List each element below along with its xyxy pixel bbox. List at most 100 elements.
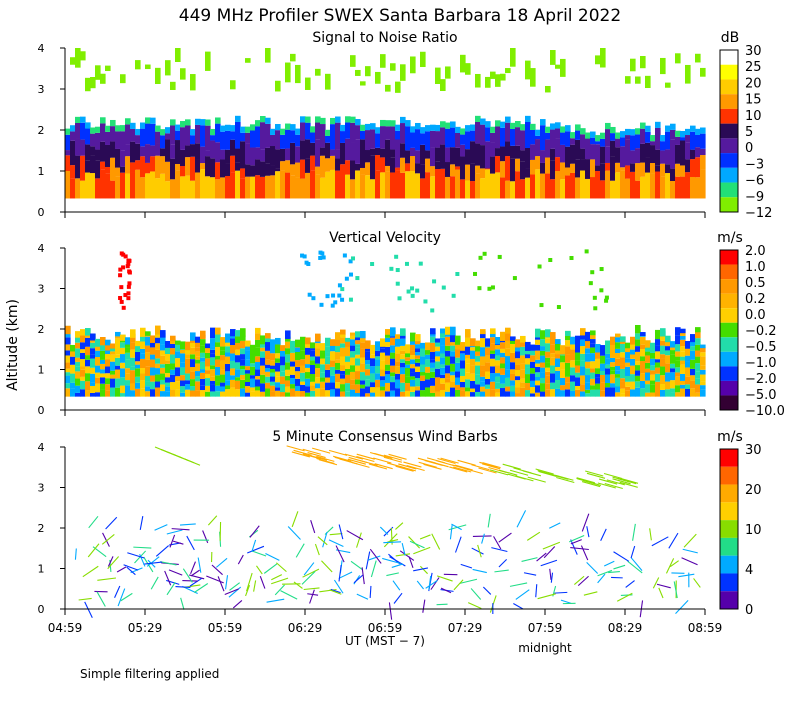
- w-cell: [455, 371, 461, 377]
- snr-cell: [585, 179, 591, 199]
- w-cell: [200, 386, 206, 390]
- w-cell: [640, 345, 646, 349]
- snr-cell: [195, 143, 201, 160]
- w-cell: [350, 339, 356, 345]
- w-cell: [205, 353, 211, 358]
- snr-cell: [350, 55, 356, 67]
- w-cell: [375, 356, 381, 359]
- w-cell: [670, 388, 676, 392]
- wind-barb: [187, 536, 195, 550]
- colorbar-label: 5: [745, 125, 753, 140]
- w-cell: [270, 360, 276, 365]
- snr-cell: [580, 160, 586, 171]
- snr-cell: [210, 135, 216, 140]
- x-tick-label: 08:59: [688, 621, 723, 635]
- snr-cell: [565, 131, 571, 146]
- colorbar-swatch: [720, 573, 738, 591]
- snr-cell: [355, 164, 361, 171]
- w-cell: [235, 355, 241, 362]
- w-cell: [355, 276, 359, 280]
- wind-barb: [659, 588, 663, 598]
- snr-cell: [130, 172, 136, 198]
- w-cell: [150, 347, 156, 354]
- w-cell: [340, 348, 346, 357]
- w-cell: [95, 339, 101, 347]
- snr-cell: [315, 139, 321, 166]
- w-cell: [75, 371, 81, 378]
- snr-cell: [360, 81, 366, 85]
- wind-barb: [115, 586, 120, 598]
- w-cell: [235, 377, 241, 381]
- w-cell: [375, 341, 381, 349]
- footnote: Simple filtering applied: [80, 667, 219, 681]
- w-cell: [680, 357, 686, 361]
- w-cell: [175, 358, 181, 367]
- w-cell: [389, 267, 393, 271]
- w-cell: [215, 342, 221, 347]
- w-cell: [615, 353, 621, 359]
- w-cell: [185, 384, 191, 390]
- w-cell: [600, 375, 606, 382]
- w-cell: [80, 389, 86, 396]
- wind-barb: [311, 520, 315, 533]
- snr-cell: [315, 116, 321, 122]
- w-cell: [485, 389, 491, 397]
- snr-cell: [650, 145, 656, 163]
- w-cell: [505, 341, 511, 349]
- w-cell: [695, 327, 701, 332]
- w-cell: [465, 372, 471, 379]
- wind-barb: [499, 533, 512, 542]
- w-cell: [125, 337, 131, 344]
- snr-cell: [535, 130, 541, 136]
- w-cell: [95, 346, 101, 351]
- w-cell: [240, 354, 246, 360]
- w-cell: [340, 365, 346, 371]
- snr-cell: [660, 141, 666, 150]
- snr-cell: [390, 63, 396, 70]
- w-cell: [585, 348, 591, 354]
- snr-cell: [245, 58, 251, 63]
- w-cell: [550, 389, 556, 396]
- snr-cell: [620, 146, 626, 167]
- w-cell: [90, 393, 96, 397]
- w-cell: [285, 387, 291, 393]
- snr-cell: [430, 176, 436, 198]
- snr-cell: [330, 170, 336, 199]
- w-cell: [333, 300, 337, 304]
- snr-cell: [185, 176, 191, 199]
- w-cell: [145, 386, 151, 391]
- snr-cell: [640, 123, 646, 129]
- snr-cell: [455, 133, 461, 148]
- w-cell: [625, 359, 631, 363]
- snr-cell: [240, 133, 246, 141]
- w-cell: [215, 381, 221, 385]
- w-cell: [190, 332, 196, 340]
- snr-cell: [80, 140, 86, 156]
- w-cell: [245, 366, 251, 370]
- w-cell: [318, 256, 322, 260]
- snr-cell: [600, 139, 606, 147]
- snr-cell: [375, 127, 381, 133]
- w-cell: [265, 333, 271, 338]
- wind-barb: [409, 537, 420, 549]
- w-cell: [625, 387, 631, 391]
- snr-cell: [395, 168, 401, 171]
- w-cell: [500, 332, 506, 341]
- w-cell: [645, 363, 651, 369]
- w-cell: [600, 382, 606, 390]
- w-cell: [565, 389, 571, 396]
- snr-cell: [340, 178, 346, 198]
- snr-cell: [435, 148, 441, 162]
- wind-barb: [250, 526, 259, 538]
- w-cell: [545, 339, 551, 343]
- w-cell: [555, 358, 561, 367]
- snr-cell: [155, 156, 161, 178]
- w-cell: [95, 384, 101, 393]
- w-cell: [580, 340, 586, 347]
- w-cell: [700, 382, 706, 386]
- wind-barb: [310, 590, 315, 604]
- w-cell: [230, 338, 236, 345]
- w-cell: [410, 345, 416, 350]
- w-cell: [245, 341, 251, 347]
- snr-cell: [505, 156, 511, 181]
